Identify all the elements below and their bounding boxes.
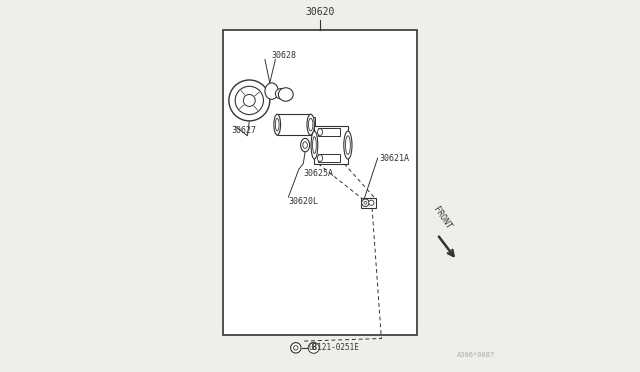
Ellipse shape xyxy=(344,131,352,159)
Ellipse shape xyxy=(278,88,293,101)
Ellipse shape xyxy=(346,136,350,154)
Circle shape xyxy=(243,94,255,106)
Ellipse shape xyxy=(308,118,313,131)
Ellipse shape xyxy=(311,131,318,159)
Bar xyxy=(223,30,417,335)
Ellipse shape xyxy=(265,83,278,99)
Text: 30621A: 30621A xyxy=(380,154,410,163)
Bar xyxy=(318,154,340,162)
Text: 30627: 30627 xyxy=(232,126,257,135)
Text: 30620L: 30620L xyxy=(289,197,318,206)
Bar xyxy=(318,128,340,136)
Text: 30625A: 30625A xyxy=(303,169,333,178)
Text: 30620: 30620 xyxy=(305,7,335,17)
Text: FRONT: FRONT xyxy=(431,205,452,231)
Circle shape xyxy=(364,201,367,204)
Text: 30628: 30628 xyxy=(271,51,296,60)
Ellipse shape xyxy=(301,138,310,152)
Ellipse shape xyxy=(303,142,307,148)
Circle shape xyxy=(229,80,270,121)
Ellipse shape xyxy=(312,137,316,153)
Circle shape xyxy=(294,346,298,350)
Ellipse shape xyxy=(317,129,323,135)
Text: 08121-0251E: 08121-0251E xyxy=(309,343,360,352)
Text: B: B xyxy=(312,343,316,352)
Circle shape xyxy=(362,199,369,206)
Ellipse shape xyxy=(307,114,314,135)
Bar xyxy=(314,126,348,164)
Ellipse shape xyxy=(317,155,323,161)
Ellipse shape xyxy=(275,118,279,131)
Circle shape xyxy=(291,343,301,353)
Ellipse shape xyxy=(274,114,280,135)
Ellipse shape xyxy=(275,89,287,99)
Bar xyxy=(310,117,315,132)
Text: A306*0087: A306*0087 xyxy=(456,352,495,358)
Bar xyxy=(361,198,376,208)
Circle shape xyxy=(369,200,374,205)
Bar xyxy=(277,114,310,135)
Circle shape xyxy=(235,86,264,115)
